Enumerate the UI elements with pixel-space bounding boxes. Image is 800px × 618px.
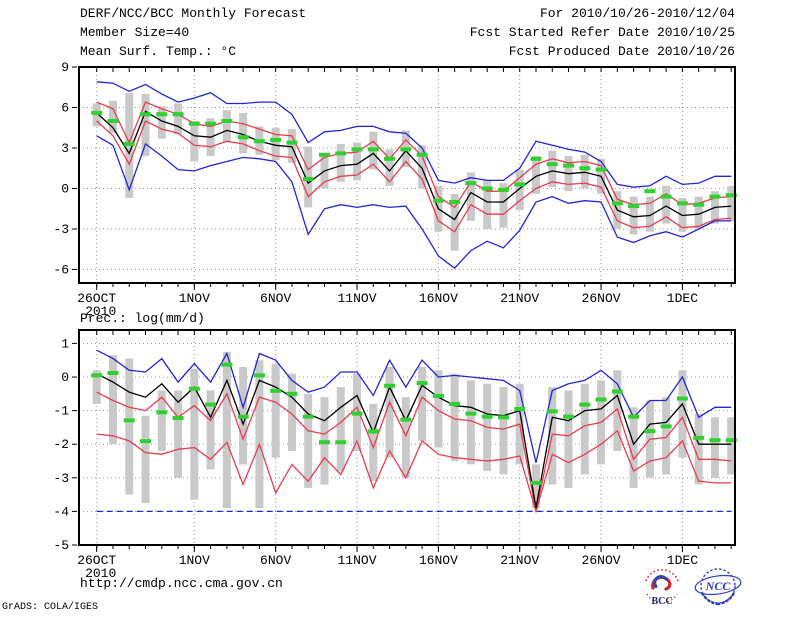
temp-chart-border: [78, 66, 736, 284]
bcc-logo-disc: [641, 565, 683, 607]
ncc-orbit: [694, 574, 742, 596]
precip-chart-ytick-label: -3: [53, 471, 69, 486]
precip-chart-xtick-sublabel: 2010: [85, 566, 116, 581]
temp-chart-xtick-label: 11NOV: [338, 291, 377, 306]
bcc-arc-text-top: [645, 569, 679, 582]
ncc-ring: [700, 568, 736, 604]
temp-chart-title: Mean Surf. Temp.: °C: [80, 44, 237, 59]
precip-chart-xtick-label: 1NOV: [179, 553, 210, 568]
precip-chart-ytick-label: -1: [53, 404, 69, 419]
temp-chart-xtick-label: 1DEC: [667, 291, 698, 306]
ncc-wreath-left: [700, 592, 719, 606]
precip-chart-xtick-label: 6NOV: [260, 553, 291, 568]
precip-chart-xtick-label: 21NOV: [500, 553, 539, 568]
member-size-label: Member Size=40: [80, 25, 190, 40]
temp-chart-xtick-label: 26OCT: [77, 291, 116, 306]
precip-chart-xtick-label: 16NOV: [419, 553, 458, 568]
temp-chart-xtick-sublabel: 2010: [85, 304, 116, 319]
precip-chart-ensemble-spread: [92, 351, 736, 509]
precip-chart-border: [78, 329, 736, 546]
temp-chart-grid: [79, 67, 735, 283]
bcc-arc-text-bottom: [646, 593, 678, 604]
precip-chart-lower-quartile: [96, 429, 732, 514]
temp-chart-ensemble-max: [96, 81, 732, 188]
logos-canvas: BCC NCC: [641, 565, 742, 607]
bcc-logo: BCC: [641, 565, 683, 607]
precip-chart-climatology-obs: [91, 362, 737, 485]
bcc-logo-label: BCC: [651, 596, 672, 607]
precip-chart-xtick-label: 11NOV: [338, 553, 377, 568]
precip-chart-ytick-label: -5: [53, 538, 69, 553]
precip-chart-ytick-label: 0: [61, 370, 69, 385]
product-title: DERF/NCC/BCC Monthly Forecast: [80, 6, 307, 21]
temp-chart-xtick-label: 1NOV: [179, 291, 210, 306]
fcst-produced-date-label: Fcst Produced Date 2010/10/26: [508, 44, 735, 59]
precip-chart-title: Prec.: log(mm/d): [80, 311, 205, 326]
ncc-logo: NCC: [694, 568, 742, 606]
precip-chart-ensemble-mean: [96, 373, 732, 509]
precip-chart-xtick-label: 26NOV: [582, 553, 621, 568]
temp-chart-ensemble-min: [96, 135, 732, 269]
temp-chart-ytick-label: -6: [53, 263, 69, 278]
grads-credit: GrADS: COLA/IGES: [2, 602, 99, 613]
temp-chart-ytick-label: 9: [61, 60, 69, 75]
temp-chart-xtick-label: 16NOV: [419, 291, 458, 306]
precip-chart-ticks: [72, 331, 732, 552]
forecast-range-label: For 2010/10/26-2010/12/04: [539, 6, 735, 21]
temp-chart-ytick-label: -3: [53, 222, 69, 237]
temp-chart-upper-quartile: [96, 101, 732, 209]
precip-chart-xtick-label: 1DEC: [667, 553, 698, 568]
temp-chart-ytick-label: 0: [61, 182, 69, 197]
bcc-swirl-blue: [653, 575, 668, 588]
ncc-logo-label: NCC: [705, 579, 732, 593]
website-url: http://cmdp.ncc.cma.gov.cn: [80, 576, 283, 591]
temp-chart-ytick-label: 6: [61, 101, 69, 116]
ncc-wreath-right: [717, 592, 736, 606]
precip-chart-ytick-label: -4: [53, 504, 69, 519]
temp-chart-lower-quartile: [96, 120, 732, 233]
precip-chart-ytick-label: -2: [53, 437, 69, 452]
temp-chart-ticks: [72, 66, 732, 290]
temp-chart-xtick-label: 26NOV: [582, 291, 621, 306]
footer-logos: BCC NCC: [638, 562, 748, 617]
temp-chart-xtick-label: 21NOV: [500, 291, 539, 306]
precip-chart-ytick-label: 1: [61, 336, 69, 351]
temp-chart-climatology-obs: [91, 110, 737, 209]
precip-chart-ensemble-max: [96, 349, 732, 463]
temp-chart-xtick-label: 6NOV: [260, 291, 291, 306]
temp-chart-ytick-label: 3: [61, 141, 69, 156]
precip-chart-xtick-label: 26OCT: [77, 553, 116, 568]
temp-chart-ensemble-mean: [96, 110, 732, 221]
precip-chart-upper-quartile: [96, 391, 732, 512]
fcst-refer-date-label: Fcst Started Refer Date 2010/10/25: [469, 25, 735, 40]
